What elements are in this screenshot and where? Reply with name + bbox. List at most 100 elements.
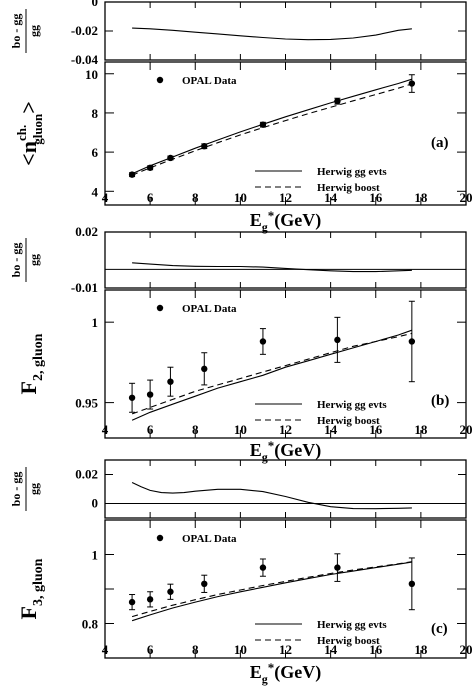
panel-c-main-ytick-label-0p8: 0.8 [82,617,99,632]
panel-c-data-point-2 [167,588,174,595]
panel-b-main-ytick-label-0p95: 0.95 [75,396,98,411]
panel-a-xtick-label-8: 8 [192,190,199,205]
panel-c-series-herwig-gg [131,561,412,622]
panel-c-xtick-label-14: 14 [324,642,338,657]
panel-c-data-point-6 [408,580,416,588]
panel-c-ratio-ytick-label-0p02: 0.02 [75,467,98,482]
panel-a-ratio-ytick-label-0: 0 [92,0,99,9]
panel-a-xtick-label-6: 6 [147,190,154,205]
panel-b-ratio-frame [104,231,467,289]
panel-a-xtick-label-12: 12 [279,190,292,205]
panel-c-series-herwig-boost [131,561,412,618]
panel-c-ratio-label-numerator: bo - gg [9,472,23,507]
panel-b-ratio-ytick-label-m0p01: -0.01 [71,280,98,295]
panel-a-xtick-label-18: 18 [414,190,428,205]
panel-c-data-point-4 [259,564,267,571]
panel-b-panel-tag: (b) [431,393,449,409]
panel-b-ratio-ylabel: bo - gg gg [9,238,41,282]
panel-b-xtick-label-6: 6 [147,422,154,437]
panel-a-ratio-ytick-label-m0p04: -0.04 [71,52,99,67]
panel-b-xtick-label-16: 16 [369,422,383,437]
panel-a-ratio-curve [132,27,412,41]
panel-c-xtick-label-18: 18 [414,642,428,657]
panel-a-main-ylabel: <nch.gluon> [14,101,45,166]
panel-b-xtick-label-14: 14 [324,422,338,437]
panel-a-legend-dashed-label: Herwig boost [317,182,380,194]
panel-c-ratio-label-denominator: gg [27,483,41,495]
panel-c-ratio-curve [131,482,412,510]
panel-a-data-point-0 [128,171,136,178]
panel-c-legend-dashed-label: Herwig boost [317,635,380,647]
panel-b-xtick-label-10: 10 [234,422,247,437]
panel-a-xtick-label-20: 20 [460,190,473,205]
panel-c-panel-tag: (c) [431,621,448,637]
panel-b-ratio-label-numerator: bo - gg [9,243,23,278]
panel-b-series-herwig-boost [131,332,413,415]
panel-b-legend-data-marker [156,304,164,312]
panel-b-data-point-2 [167,378,174,385]
panel-b-xtick-label-20: 20 [460,422,473,437]
panel-a-xtick-label-4: 4 [102,190,109,205]
panel-b-data-point-1 [146,391,154,398]
panel-b-xtick-label-8: 8 [192,422,199,437]
panel-b-xtick-label-12: 12 [279,422,292,437]
panel-c-xtick-label-6: 6 [147,642,154,657]
panel-c-legend-data-label: OPAL Data [182,533,237,545]
panel-b-legend-data-label: OPAL Data [182,303,237,315]
panel-a-xtick-label-10: 10 [234,190,247,205]
panel-a-main-ytick-label-6: 6 [92,145,99,160]
panel-b-data-point-5 [334,336,341,344]
panel-c-data-point-5 [334,564,341,571]
panel-c-xtick-label-16: 16 [369,642,383,657]
panel-a-main-ytick-label-8: 8 [92,106,99,121]
panel-c-data-point-0 [128,598,136,606]
panel-b-xaxis-label: Eg*(GeV) [250,438,322,464]
panel-b-legend-dashed-label: Herwig boost [317,415,380,427]
panel-c-xtick-label-10: 10 [234,642,247,657]
panel-c-legend-solid-label: Herwig gg evts [317,619,387,631]
panel-b-data-point-6 [408,338,416,345]
panel-c-data-point-3 [201,580,208,588]
panel-b-xtick-label-18: 18 [414,422,428,437]
panel-a-data-point-3 [201,143,208,150]
panel-a-ratio-label-denominator: gg [27,25,41,37]
panel-c-ratio-ytick-label-0: 0 [92,496,99,511]
panel-a-ratio-label-numerator: bo - gg [9,14,23,49]
panel-b-data-point-3 [201,365,208,373]
panel-b-xtick-label-4: 4 [102,422,109,437]
panel-a-xtick-label-16: 16 [369,190,383,205]
panel-b-ratio-label-denominator: gg [27,254,41,266]
panel-a-ratio-ytick-label-m0p02: -0.02 [71,23,98,38]
panel-c-ratio-frame [104,459,467,519]
panel-a-series-herwig-gg [131,78,413,175]
panel-a-legend-data-label: OPAL Data [182,75,237,87]
panel-c-xtick-label-4: 4 [102,642,109,657]
panel-b-ratio-ytick-label-0p02: 0.02 [75,224,98,239]
panel-a-legend-data-marker [156,76,164,84]
panel-a-ratio-frame [104,1,467,61]
panel-a-legend-solid-label: Herwig gg evts [317,166,387,178]
panel-b-data-point-0 [128,394,136,401]
panel-c-main-ylabel: F3, gluon [16,558,46,619]
panel-c-main-ytick-label-1: 1 [92,548,99,563]
panel-b-ratio-curve [132,262,412,273]
panel-a: -0.04 -0.02 0 bo - gg gg 4 6 8 10 4 6 8 10 12 14 16 18 20… [9,0,473,234]
panel-a-data-point-2 [167,154,174,162]
panel-a-data-point-6 [408,80,416,87]
panel-c-xtick-label-20: 20 [460,642,473,657]
panel-c-xaxis-label: Eg*(GeV) [250,660,322,686]
panel-a-series-herwig-boost [131,83,413,176]
panel-c-ratio-ylabel: bo - gg gg [9,467,41,511]
panel-a-data-point-5 [334,97,341,105]
panel-b-main-ylabel: F2, gluon [16,333,46,394]
panel-a-xtick-label-14: 14 [324,190,338,205]
panel-b-main-ytick-label-1: 1 [92,315,99,330]
panel-a-main-ytick-label-10: 10 [85,67,98,82]
panel-c-xtick-label-12: 12 [279,642,292,657]
panel-b-data-point-4 [259,338,267,345]
panel-c-xtick-label-8: 8 [192,642,199,657]
panel-a-main-ytick-label-4: 4 [92,184,99,199]
